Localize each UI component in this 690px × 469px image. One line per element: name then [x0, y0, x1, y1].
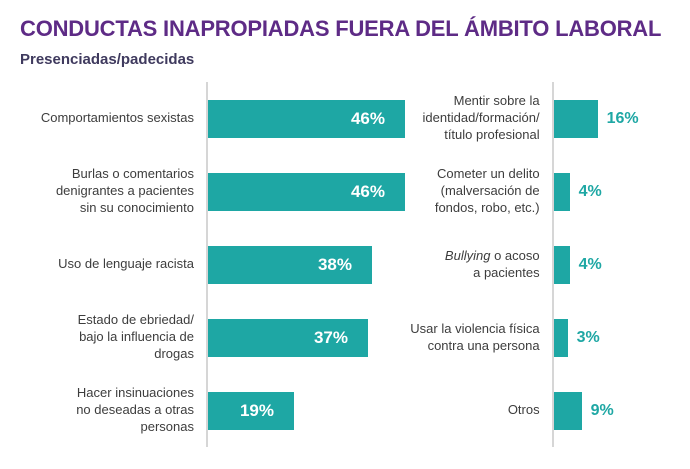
bar — [553, 391, 582, 430]
bar-area: 46% — [206, 82, 410, 156]
bar-value: 38% — [317, 254, 352, 274]
bar-label: Otros — [507, 402, 540, 418]
chart-row: Estado de ebriedad/bajo la influencia de… — [18, 301, 410, 375]
bar — [553, 318, 568, 357]
bar-area: 9% — [551, 374, 672, 448]
bar-chart: Comportamientos sexistas 46% Burlas o come… — [18, 82, 672, 448]
bar-label: Comportamientos sexistas — [40, 110, 194, 126]
bar-area: 16% — [551, 82, 672, 156]
bar-label: Usar la violencia física contra una perso… — [410, 320, 540, 353]
chart-row: Uso de lenguaje racista 38% — [18, 228, 410, 302]
bar-area: 4% — [551, 228, 672, 302]
chart-row: Bullying o acoso a pacientes 4% — [410, 228, 672, 302]
chart-row: Cometer un delito (malversación de fondos,… — [410, 155, 672, 229]
bar: 46% — [208, 99, 405, 138]
bar-area: 19% — [206, 374, 410, 448]
chart-row: Otros 9% — [410, 374, 672, 448]
bar-value: 9% — [590, 401, 614, 419]
bar-label: Estado de ebriedad/bajo la influencia de… — [77, 312, 194, 362]
bar-area: 3% — [551, 301, 672, 375]
bar-area: 4% — [551, 155, 672, 229]
chart-row: Mentir sobre la identidad/formación/títul… — [410, 82, 672, 156]
bar: 38% — [208, 245, 372, 284]
bar-area: 46% — [206, 155, 410, 229]
bar: 37% — [208, 318, 368, 357]
bar: 46% — [208, 172, 405, 211]
bar-value: 46% — [350, 181, 385, 201]
chart-row: Hacer insinuaciones no deseadas a otras pe… — [18, 374, 410, 448]
bar-label: Mentir sobre la identidad/formación/títul… — [422, 93, 540, 143]
chart-column-right: Mentir sobre la identidad/formación/títul… — [410, 82, 672, 448]
chart-title: CONDUCTAS INAPROPIADAS FUERA DEL ÁMBITO … — [20, 16, 662, 41]
chart-row: Usar la violencia física contra una perso… — [410, 301, 672, 375]
bar-value: 19% — [239, 400, 274, 420]
bar — [553, 245, 570, 284]
bar-label: Hacer insinuaciones no deseadas a otras pe… — [76, 385, 194, 435]
bar-label: Burlas o comentarios denigrantes a pacien… — [55, 166, 194, 216]
bar-value: 46% — [350, 108, 385, 128]
bar-label: Cometer un delito (malversación de fondos,… — [434, 166, 540, 216]
bar-value: 4% — [578, 255, 602, 273]
bar — [553, 99, 598, 138]
chart-column-left: Comportamientos sexistas 46% Burlas o come… — [18, 82, 410, 448]
chart-row: Burlas o comentarios denigrantes a pacien… — [18, 155, 410, 229]
bar — [553, 172, 570, 211]
bar-area: 37% — [206, 301, 410, 375]
bar-label: Uso de lenguaje racista — [58, 256, 194, 272]
bar: 19% — [208, 391, 294, 430]
chart-subtitle: Presenciadas/padecidas — [20, 51, 195, 69]
bar-value: 4% — [578, 182, 602, 200]
bar-value: 3% — [576, 328, 600, 346]
bar-value: 37% — [313, 327, 348, 347]
chart-row: Comportamientos sexistas 46% — [18, 82, 410, 156]
bar-label: Bullying o acoso a pacientes — [444, 247, 540, 280]
bar-value: 16% — [606, 109, 639, 127]
bar-area: 38% — [206, 228, 410, 302]
